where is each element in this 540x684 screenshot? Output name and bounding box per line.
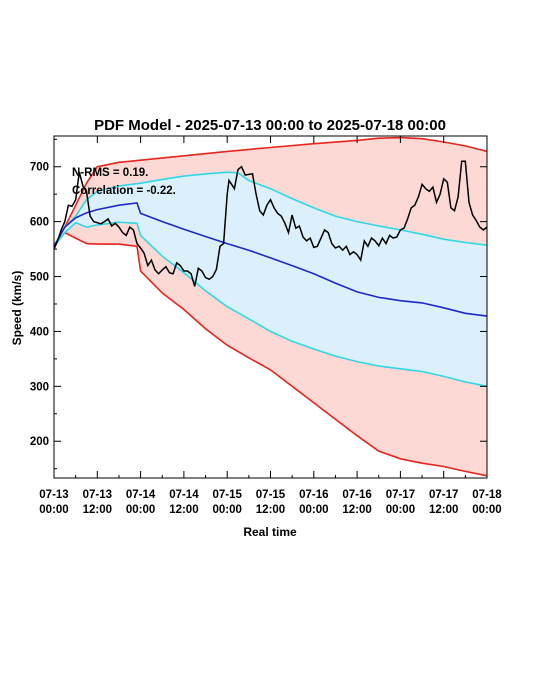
x-tick-label-date: 07-14 [169,489,199,501]
chart-title: PDF Model - 2025-07-13 00:00 to 2025-07-… [94,117,446,134]
y-axis-label: Speed (km/s) [10,271,24,346]
inner-band-lower-line [53,221,488,388]
x-tick-label-date: 07-17 [386,489,415,501]
outer-band-lower-line [53,231,488,477]
x-tick-label-date: 07-16 [299,489,328,501]
plot-area [53,136,488,477]
x-tick-label-time: 00:00 [39,504,68,516]
x-tick-label-time: 12:00 [83,504,112,516]
y-tick-label: 200 [30,436,49,448]
y-tick-label: 300 [30,381,49,393]
x-tick-label-date: 07-18 [472,489,502,501]
x-axis-label: Real time [243,525,297,539]
nrms-annotation: N-RMS = 0.19. [72,167,148,179]
x-tick-label-date: 07-13 [39,489,68,501]
y-axis-ticks: 200 300 400 500 600 700 [30,138,487,470]
inner-band-upper-line [53,171,488,247]
x-tick-label-time: 00:00 [126,504,155,516]
x-tick-label-time: 00:00 [386,504,415,516]
y-tick-label: 600 [30,217,49,229]
observed-speed-line [53,160,488,287]
x-tick-label-date: 07-15 [256,489,286,501]
x-tick-label-time: 00:00 [212,504,241,516]
x-tick-label-time: 12:00 [169,504,198,516]
y-tick-label: 500 [30,272,49,284]
correlation-annotation: Correlation = -0.22. [72,185,176,197]
x-tick-label-time: 00:00 [472,504,501,516]
x-tick-label-date: 07-13 [83,489,112,501]
y-tick-label: 400 [30,326,49,338]
x-axis-ticks: 07-13 00:00 07-13 12:00 07-14 00:00 07-14 12:00… [39,136,502,516]
x-tick-label-time: 12:00 [429,504,458,516]
x-tick-label-time: 12:00 [256,504,285,516]
x-tick-label-date: 07-16 [342,489,371,501]
x-tick-label-time: 12:00 [342,504,371,516]
inner-probability-band [54,172,487,387]
outer-band-upper-line [53,136,488,247]
x-tick-label-date: 07-15 [212,489,242,501]
x-tick-label-date: 07-14 [126,489,156,501]
y-tick-label: 700 [30,162,49,174]
x-tick-label-date: 07-17 [429,489,458,501]
x-tick-label-time: 00:00 [299,504,328,516]
median-forecast-line [53,202,488,317]
